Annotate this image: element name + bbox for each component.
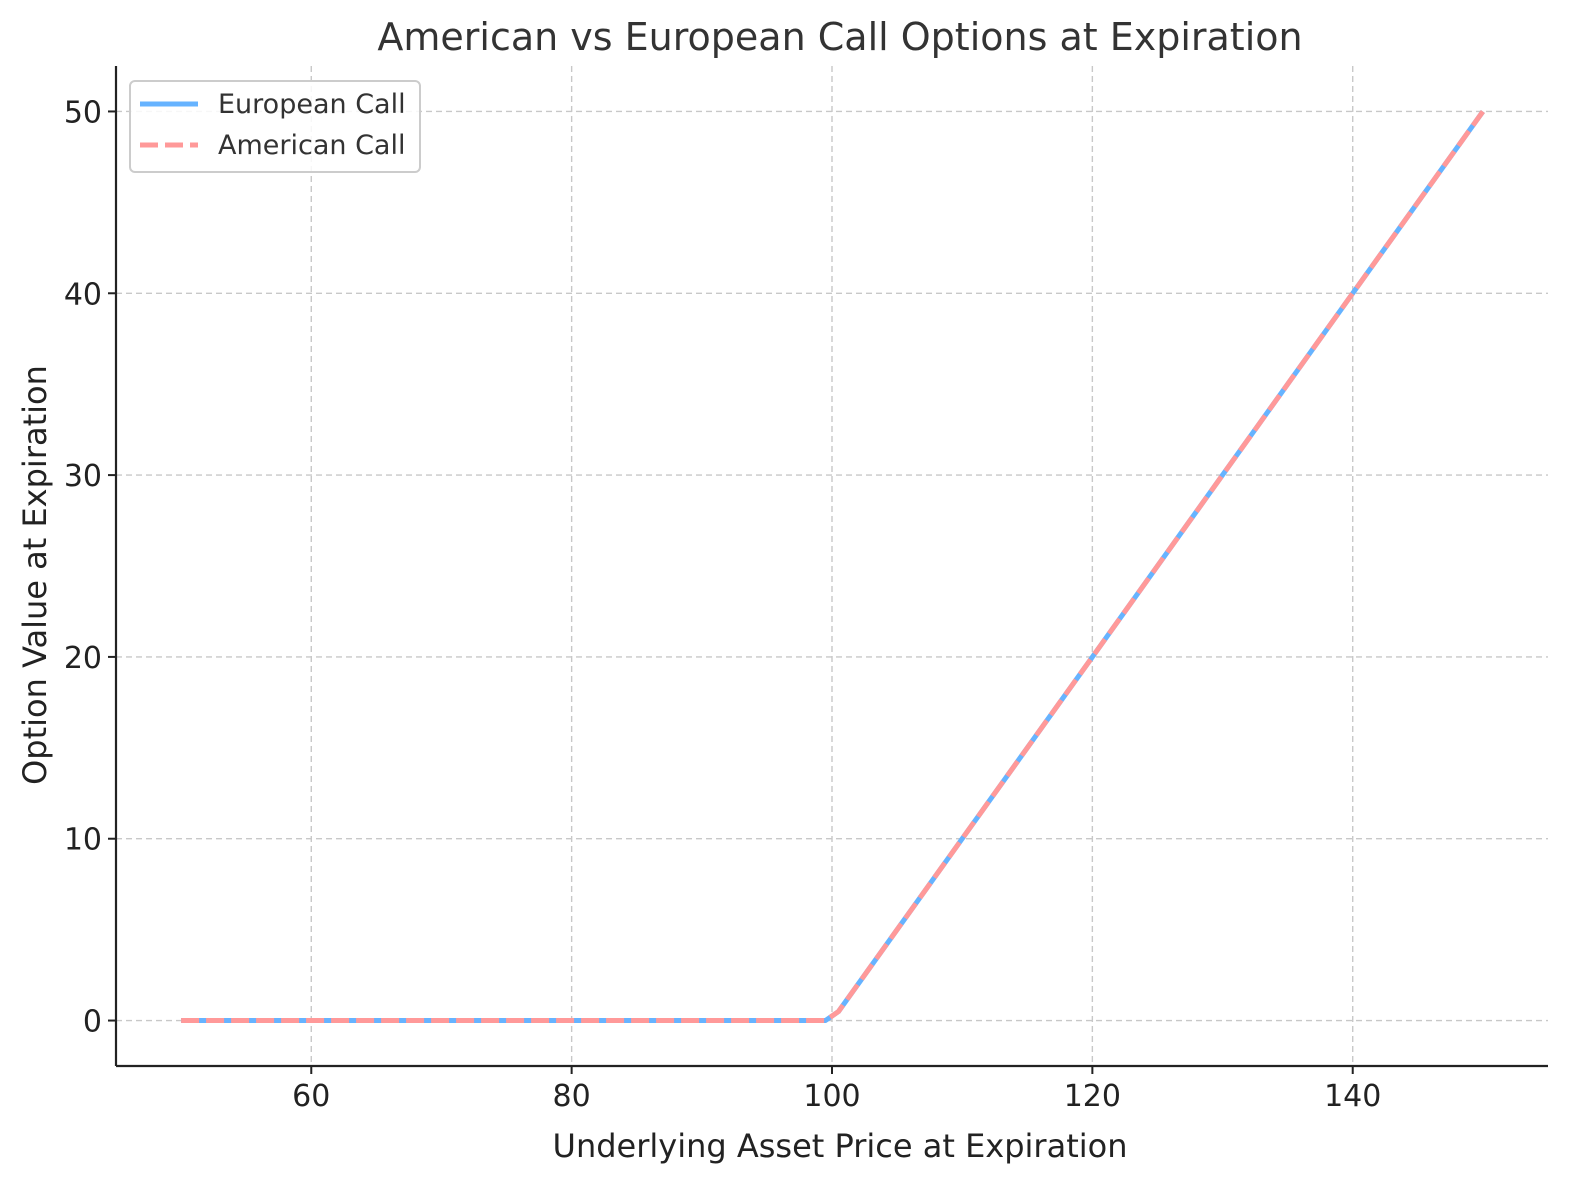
y-tick-label-50: 50 — [64, 95, 102, 130]
tick-labels: 60 80 100 120 140 0 10 20 30 40 50 — [64, 95, 1382, 1114]
x-tick-label-60: 60 — [292, 1079, 330, 1114]
grid — [116, 66, 1548, 1066]
x-tick-label-80: 80 — [553, 1079, 591, 1114]
series-line-american-call — [181, 110, 1485, 1023]
axes — [108, 66, 1548, 1074]
y-axis-label: Option Value at Expiration — [16, 365, 54, 785]
x-tick-label-120: 120 — [1064, 1079, 1121, 1114]
legend-box — [129, 80, 421, 173]
y-tick-label-0: 0 — [83, 1005, 102, 1040]
y-tick-label-20: 20 — [64, 641, 102, 676]
legend: European Call American Call — [129, 80, 421, 173]
legend-label-0: European Call — [218, 89, 406, 120]
x-axis-label: Underlying Asset Price at Expiration — [553, 1127, 1128, 1165]
y-tick-label-40: 40 — [64, 277, 102, 312]
y-tick-label-30: 30 — [64, 459, 102, 494]
series-lines — [181, 110, 1485, 1023]
legend-label-1: American Call — [218, 130, 405, 161]
x-tick-label-140: 140 — [1324, 1079, 1381, 1114]
y-tick-label-10: 10 — [64, 823, 102, 858]
chart-title: American vs European Call Options at Exp… — [377, 15, 1302, 59]
x-tick-label-100: 100 — [803, 1079, 860, 1114]
